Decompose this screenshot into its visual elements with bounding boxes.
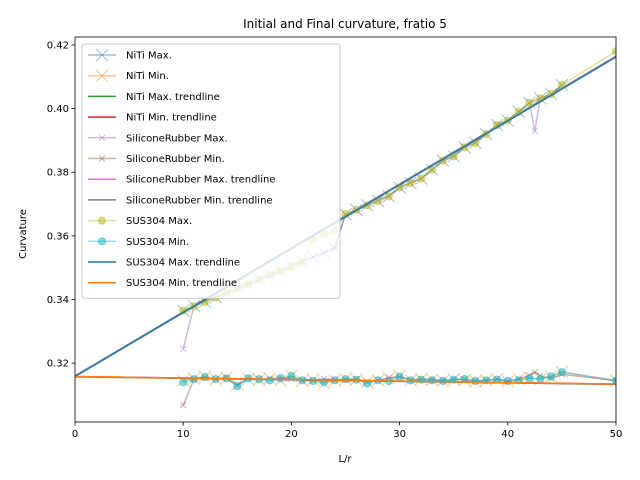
legend-marker-sus304-min	[97, 237, 107, 246]
data-point-sus304-min	[179, 378, 188, 387]
data-point-sus304-max	[384, 192, 393, 201]
legend-entry-siliconerubber-min-trendline: SiliconeRubber Min. trendline	[88, 195, 273, 206]
data-point-siliconerubber-max	[179, 345, 187, 353]
data-point-sus304-min	[417, 375, 426, 384]
legend-label-sus304-max-trendline: SUS304 Max. trendline	[126, 258, 240, 269]
y-tick-label: 0.32	[47, 359, 69, 370]
legend-label-sus304-min-trendline: SUS304 Min. trendline	[126, 278, 237, 289]
data-point-sus304-min	[546, 372, 556, 381]
data-point-sus304-min	[276, 374, 285, 383]
legend-label-siliconerubber-max-trendline: SiliconeRubber Max. trendline	[126, 175, 276, 186]
series-line-sus304-max-trendline	[75, 56, 616, 378]
data-point-sus304-min	[525, 374, 534, 383]
data-point-sus304-min	[287, 371, 296, 380]
y-tick-label: 0.36	[47, 231, 69, 242]
legend: NiTi Max. NiTi Min. NiTi Max. trendline NiT…	[81, 43, 341, 299]
x-tick-label: 0	[72, 429, 78, 440]
data-point-siliconerubber-min	[179, 401, 187, 409]
data-point-siliconerubber-min	[531, 368, 539, 376]
x-tick-label: 50	[610, 429, 623, 440]
data-point-sus304-min	[308, 376, 318, 386]
legend-label-siliconerubber-min: SiliconeRubber Min.	[126, 154, 225, 165]
data-point-siliconerubber-max	[531, 127, 539, 135]
legend-entry-siliconerubber-max: SiliconeRubber Max.	[88, 133, 228, 144]
data-point-sus304-min	[557, 367, 567, 377]
legend-marker-siliconerubber-max	[98, 134, 106, 142]
legend-label-niti-max-trendline: NiTi Max. trendline	[126, 92, 220, 103]
y-tick-label: 0.34	[47, 295, 69, 306]
legend-entry-niti-max: NiTi Max.	[88, 48, 172, 62]
legend-entry-siliconerubber-max-trendline: SiliconeRubber Max. trendline	[88, 175, 276, 186]
legend-box	[81, 43, 341, 299]
legend-label-niti-min-trendline: NiTi Min. trendline	[126, 113, 217, 124]
legend-label-niti-min: NiTi Min.	[126, 71, 169, 82]
data-point-sus304-max	[525, 98, 534, 107]
legend-entry-sus304-min-trendline: SUS304 Min. trendline	[88, 278, 237, 289]
legend-label-sus304-max: SUS304 Max.	[126, 216, 192, 227]
legend-entry-siliconerubber-min: SiliconeRubber Min.	[88, 154, 225, 165]
legend-label-siliconerubber-min-trendline: SiliconeRubber Min. trendline	[126, 195, 273, 206]
legend-marker-niti-max	[95, 48, 109, 62]
legend-label-niti-max: NiTi Max.	[126, 51, 172, 62]
data-point-sus304-min	[341, 374, 350, 384]
data-point-sus304-min	[503, 376, 512, 386]
data-point-sus304-min	[233, 381, 242, 391]
x-tick-label: 20	[285, 429, 298, 440]
data-point-sus304-min	[427, 376, 437, 385]
data-point-sus304-min	[352, 375, 361, 384]
legend-marker-niti-min	[95, 69, 109, 83]
axes: 0 10 20 30 40 50 0.32 0.34 0.36 0.38 0.40 0.42	[47, 36, 623, 440]
data-point-sus304-min	[395, 372, 404, 381]
series-sus304-min-trendline	[75, 375, 616, 385]
data-point-sus304-min	[265, 376, 274, 385]
data-point-sus304-min	[536, 374, 545, 384]
data-point-sus304-max	[417, 174, 426, 183]
legend-label-sus304-min: SUS304 Min.	[126, 237, 189, 248]
legend-entry-niti-min: NiTi Min.	[88, 69, 169, 83]
legend-marker-sus304-max	[97, 216, 107, 225]
chart-title: Initial and Final curvature, fratio 5	[243, 17, 447, 31]
series-line-sus304-min-trendline	[75, 375, 616, 385]
legend-label-siliconerubber-max: SiliconeRubber Max.	[126, 133, 228, 144]
y-tick-label: 0.40	[47, 104, 69, 115]
legend-marker-siliconerubber-min	[98, 155, 106, 162]
data-point-sus304-min	[200, 373, 209, 382]
data-point-sus304-min	[406, 376, 415, 385]
legend-entry-sus304-min: SUS304 Min.	[88, 237, 189, 248]
legend-entry-niti-max-trendline: NiTi Max. trendline	[88, 92, 220, 103]
x-axis-title: L/r	[338, 454, 352, 465]
axes-frame	[74, 36, 617, 423]
y-tick-label: 0.38	[47, 168, 69, 179]
data-point-sus304-min	[471, 376, 480, 386]
data-point-sus304-max	[406, 178, 415, 188]
series-sus304-max-trendline	[75, 56, 616, 378]
y-tick-label: 0.42	[47, 40, 69, 51]
legend-entry-sus304-max-trendline: SUS304 Max. trendline	[88, 258, 240, 269]
data-point-sus304-min	[189, 374, 199, 384]
data-point-sus304-min	[611, 376, 616, 385]
x-tick-label: 40	[501, 429, 514, 440]
data-point-sus304-max	[611, 47, 616, 56]
y-axis-title: Curvature	[18, 209, 29, 259]
x-tick-label: 10	[177, 429, 190, 440]
legend-entry-niti-min-trendline: NiTi Min. trendline	[88, 113, 217, 124]
legend-entry-sus304-max: SUS304 Max.	[88, 216, 192, 227]
x-tick-label: 30	[393, 429, 406, 440]
data-point-sus304-min	[492, 375, 502, 384]
